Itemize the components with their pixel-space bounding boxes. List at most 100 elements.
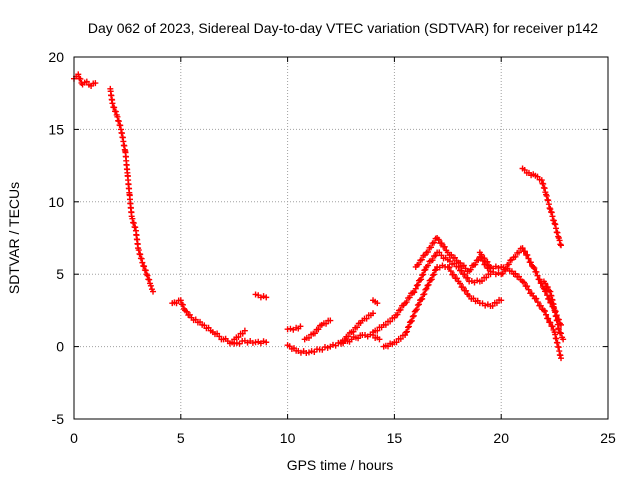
data-point — [548, 209, 555, 216]
data-point — [441, 243, 448, 250]
data-point — [545, 197, 552, 204]
data-point — [537, 302, 544, 309]
data-point — [374, 327, 381, 334]
x-tick-label: 10 — [280, 430, 296, 446]
y-tick-label: -5 — [52, 411, 65, 427]
data-point — [429, 257, 436, 264]
data-point — [138, 255, 145, 262]
data-point — [92, 80, 99, 87]
data-point — [376, 336, 383, 343]
data-point — [420, 271, 427, 278]
data-point — [405, 323, 412, 330]
data-point — [137, 251, 144, 258]
y-tick-label: 0 — [56, 339, 64, 355]
data-point — [327, 317, 334, 324]
data-point — [554, 229, 561, 236]
data-point — [425, 281, 432, 288]
data-point — [345, 333, 352, 340]
data-point — [135, 247, 142, 254]
data-point — [538, 177, 545, 184]
data-point — [544, 284, 551, 291]
data-point — [534, 272, 541, 279]
x-tick-label: 0 — [70, 430, 78, 446]
data-point — [406, 294, 413, 301]
data-point — [305, 334, 312, 341]
data-point — [524, 252, 531, 259]
data-point — [553, 225, 560, 232]
data-point — [423, 285, 430, 292]
data-point — [541, 308, 548, 315]
data-point — [241, 327, 248, 334]
data-point — [435, 236, 442, 243]
data-point — [505, 261, 512, 268]
data-point — [75, 71, 82, 78]
x-tick-label: 25 — [600, 430, 616, 446]
data-point — [499, 270, 506, 277]
data-point — [555, 326, 562, 333]
data-point — [558, 330, 565, 337]
data-point — [489, 302, 496, 309]
data-point — [512, 253, 519, 260]
x-axis-label: GPS time / hours — [287, 457, 394, 473]
data-point — [263, 339, 270, 346]
data-point — [536, 276, 543, 283]
data-point — [397, 335, 404, 342]
data-point — [498, 297, 505, 304]
data-point — [430, 271, 437, 278]
x-tick-label: 20 — [493, 430, 509, 446]
data-point — [525, 286, 532, 293]
data-point — [114, 113, 121, 120]
data-point — [451, 254, 458, 261]
data-point — [404, 324, 411, 331]
series-s12 — [380, 262, 505, 350]
data-point — [447, 268, 454, 275]
data-point — [541, 185, 548, 192]
data-point — [540, 180, 547, 187]
data-point — [382, 321, 389, 328]
data-point — [530, 263, 537, 270]
data-point — [460, 284, 467, 291]
series-s11 — [370, 249, 494, 336]
series-s16 — [540, 278, 567, 343]
series-s3 — [169, 297, 270, 347]
x-tick-label: 5 — [177, 430, 185, 446]
data-point — [453, 275, 460, 282]
data-point — [521, 248, 528, 255]
y-tick-label: 5 — [56, 266, 64, 282]
data-point — [394, 311, 401, 318]
data-point — [414, 281, 421, 288]
data-point — [341, 337, 348, 344]
data-point — [519, 245, 526, 252]
data-point — [516, 249, 522, 256]
series-s7 — [284, 331, 383, 357]
data-point — [403, 329, 410, 336]
series-s13 — [412, 235, 565, 328]
data-point — [418, 276, 425, 283]
data-point — [428, 244, 435, 251]
data-point — [546, 287, 553, 294]
series-s2 — [107, 85, 157, 295]
data-point — [549, 323, 556, 330]
data-point — [323, 320, 330, 327]
y-tick-label: 20 — [48, 49, 64, 65]
data-point — [141, 263, 148, 270]
series-s5 — [252, 291, 270, 301]
data-point — [533, 295, 540, 302]
data-point — [419, 295, 426, 302]
data-point — [150, 288, 157, 295]
series-s10 — [370, 297, 381, 307]
data-point — [397, 306, 404, 313]
data-point — [415, 261, 422, 268]
data-point — [408, 317, 415, 324]
data-point — [450, 271, 457, 278]
series-s4 — [231, 327, 248, 343]
data-point — [263, 294, 270, 301]
data-point — [109, 100, 116, 107]
data-point — [177, 297, 184, 304]
data-point — [448, 251, 455, 258]
data-point — [411, 289, 418, 296]
data-point — [370, 310, 377, 317]
data-point — [412, 307, 419, 314]
data-point — [424, 248, 431, 255]
y-axis-label: SDTVAR / TECUs — [6, 182, 22, 294]
